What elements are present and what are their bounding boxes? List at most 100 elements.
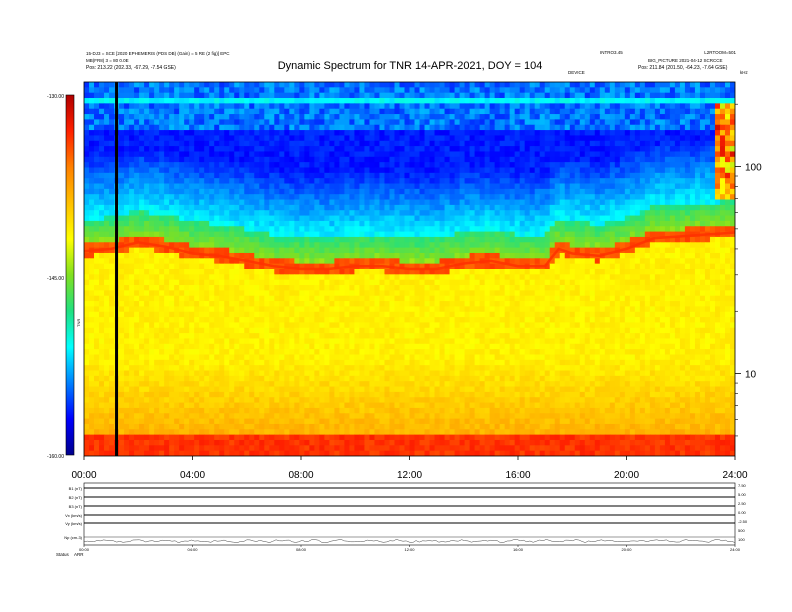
spectrogram-cell (84, 274, 90, 281)
spectrogram-cell (309, 188, 315, 195)
spectrogram-cell (609, 220, 616, 227)
spectrogram-cell (429, 119, 436, 126)
spectrogram-cell (209, 285, 215, 291)
spectrogram-cell (184, 98, 190, 104)
spectrogram-cell (639, 258, 646, 265)
spectrogram-cell (679, 188, 686, 195)
spectrogram-cell (289, 269, 295, 275)
spectrogram-cell (494, 156, 501, 163)
spectrogram-cell (349, 124, 356, 131)
spectrogram-cell (539, 103, 546, 110)
spectrogram-cell (574, 252, 581, 259)
spectrogram-cell (239, 194, 245, 201)
spectrogram-cell (314, 204, 320, 211)
spectrogram-cell (494, 215, 501, 222)
spectrogram-cell (274, 162, 280, 169)
spectrogram-cell (289, 220, 295, 227)
spectrogram-cell (404, 92, 411, 99)
spectrogram-cell (424, 162, 431, 169)
spectrogram-cell (439, 151, 446, 158)
spectrogram-cell (534, 258, 541, 265)
spectrogram-cell (614, 146, 621, 153)
spectrogram-cell (609, 199, 616, 206)
spectrogram-cell (249, 247, 255, 254)
spectrogram-cell (289, 103, 295, 110)
spectrogram-cell (569, 204, 576, 211)
spectrogram-cell (579, 124, 586, 131)
spectrogram-cell (209, 172, 215, 179)
spectrogram-cell (184, 108, 190, 115)
spectrogram-cell (284, 146, 290, 153)
spectrogram-cell (384, 194, 391, 201)
spectrogram-cell (329, 135, 335, 142)
spectrogram-cell (199, 247, 205, 254)
spectrogram-cell (404, 274, 411, 281)
spectrogram-cell (109, 151, 115, 158)
spectrogram-cell (129, 204, 135, 211)
spectrogram-cell (684, 252, 691, 259)
spectrogram-cell (524, 103, 531, 110)
spectrogram-cell (84, 156, 90, 163)
spectrogram-cell (499, 274, 506, 281)
spectrogram-cell (284, 188, 290, 195)
spectrogram-cell (294, 188, 300, 195)
spectrogram-cell (139, 92, 145, 99)
spectrogram-cell (234, 269, 240, 275)
spectrogram-cell (329, 178, 335, 185)
spectrogram-cell (324, 279, 330, 286)
spectrogram-cell (489, 204, 496, 211)
spectrogram-cell (404, 151, 411, 158)
spectrogram-cell (539, 231, 546, 238)
spectrogram-cell (314, 279, 320, 286)
spectrogram-cell (399, 220, 406, 227)
spectrogram-cell (604, 194, 611, 201)
spectrogram-cell (629, 210, 636, 217)
spectrogram-cell (589, 263, 596, 270)
spectrogram-cell (424, 183, 431, 190)
spectrogram-cell (179, 220, 185, 227)
spectrogram-cell (179, 82, 185, 88)
spectrogram-cell (129, 82, 135, 88)
spectrogram-cell (609, 156, 616, 163)
spectrogram-cell (669, 258, 676, 265)
spectrogram-cell (404, 252, 411, 259)
spectrogram-cell (529, 215, 536, 222)
spectrogram-cell (429, 162, 436, 169)
spectrogram-cell (269, 231, 275, 238)
spectrogram-cell (539, 108, 546, 115)
spectrogram-cell (474, 215, 481, 222)
spectrogram-cell (214, 269, 220, 275)
spectrogram-cell (499, 119, 506, 126)
spectrogram-cell (179, 183, 185, 190)
spectrogram-cell (614, 242, 621, 249)
spectrogram-cell (309, 167, 315, 174)
spectrogram-cell (194, 124, 200, 131)
spectrogram-cell (314, 252, 320, 259)
spectrogram-cell (599, 140, 606, 147)
spectrogram-cell (554, 130, 561, 137)
spectrogram-cell (244, 130, 250, 137)
spectrogram-cell (279, 242, 285, 249)
colorbar-tick-mid: -145.00 (47, 276, 64, 282)
spectrogram-cell (484, 167, 491, 174)
spectrogram-cell (479, 183, 486, 190)
spectrogram-cell (299, 178, 305, 185)
spectrogram-cell (299, 156, 305, 163)
spectrogram-cell (269, 226, 275, 233)
spectrogram-cell (344, 236, 351, 243)
spectrogram-cell (644, 210, 651, 217)
spectrogram-cell (629, 220, 636, 227)
spectrogram-cell (599, 114, 606, 120)
spectrogram-cell (704, 178, 711, 185)
spectrogram-cell (654, 226, 661, 233)
spectrogram-cell (574, 220, 581, 227)
spectrogram-cell (89, 124, 95, 131)
spectrogram-cell (294, 269, 300, 275)
spectrogram-cell (434, 98, 441, 104)
spectrogram-cell (569, 98, 576, 104)
spectrogram-cell (514, 151, 521, 158)
spectrogram-cell (724, 210, 731, 217)
spectrogram-cell (404, 130, 411, 137)
spectrogram-cell (94, 124, 100, 131)
spectrogram-cell (689, 156, 696, 163)
